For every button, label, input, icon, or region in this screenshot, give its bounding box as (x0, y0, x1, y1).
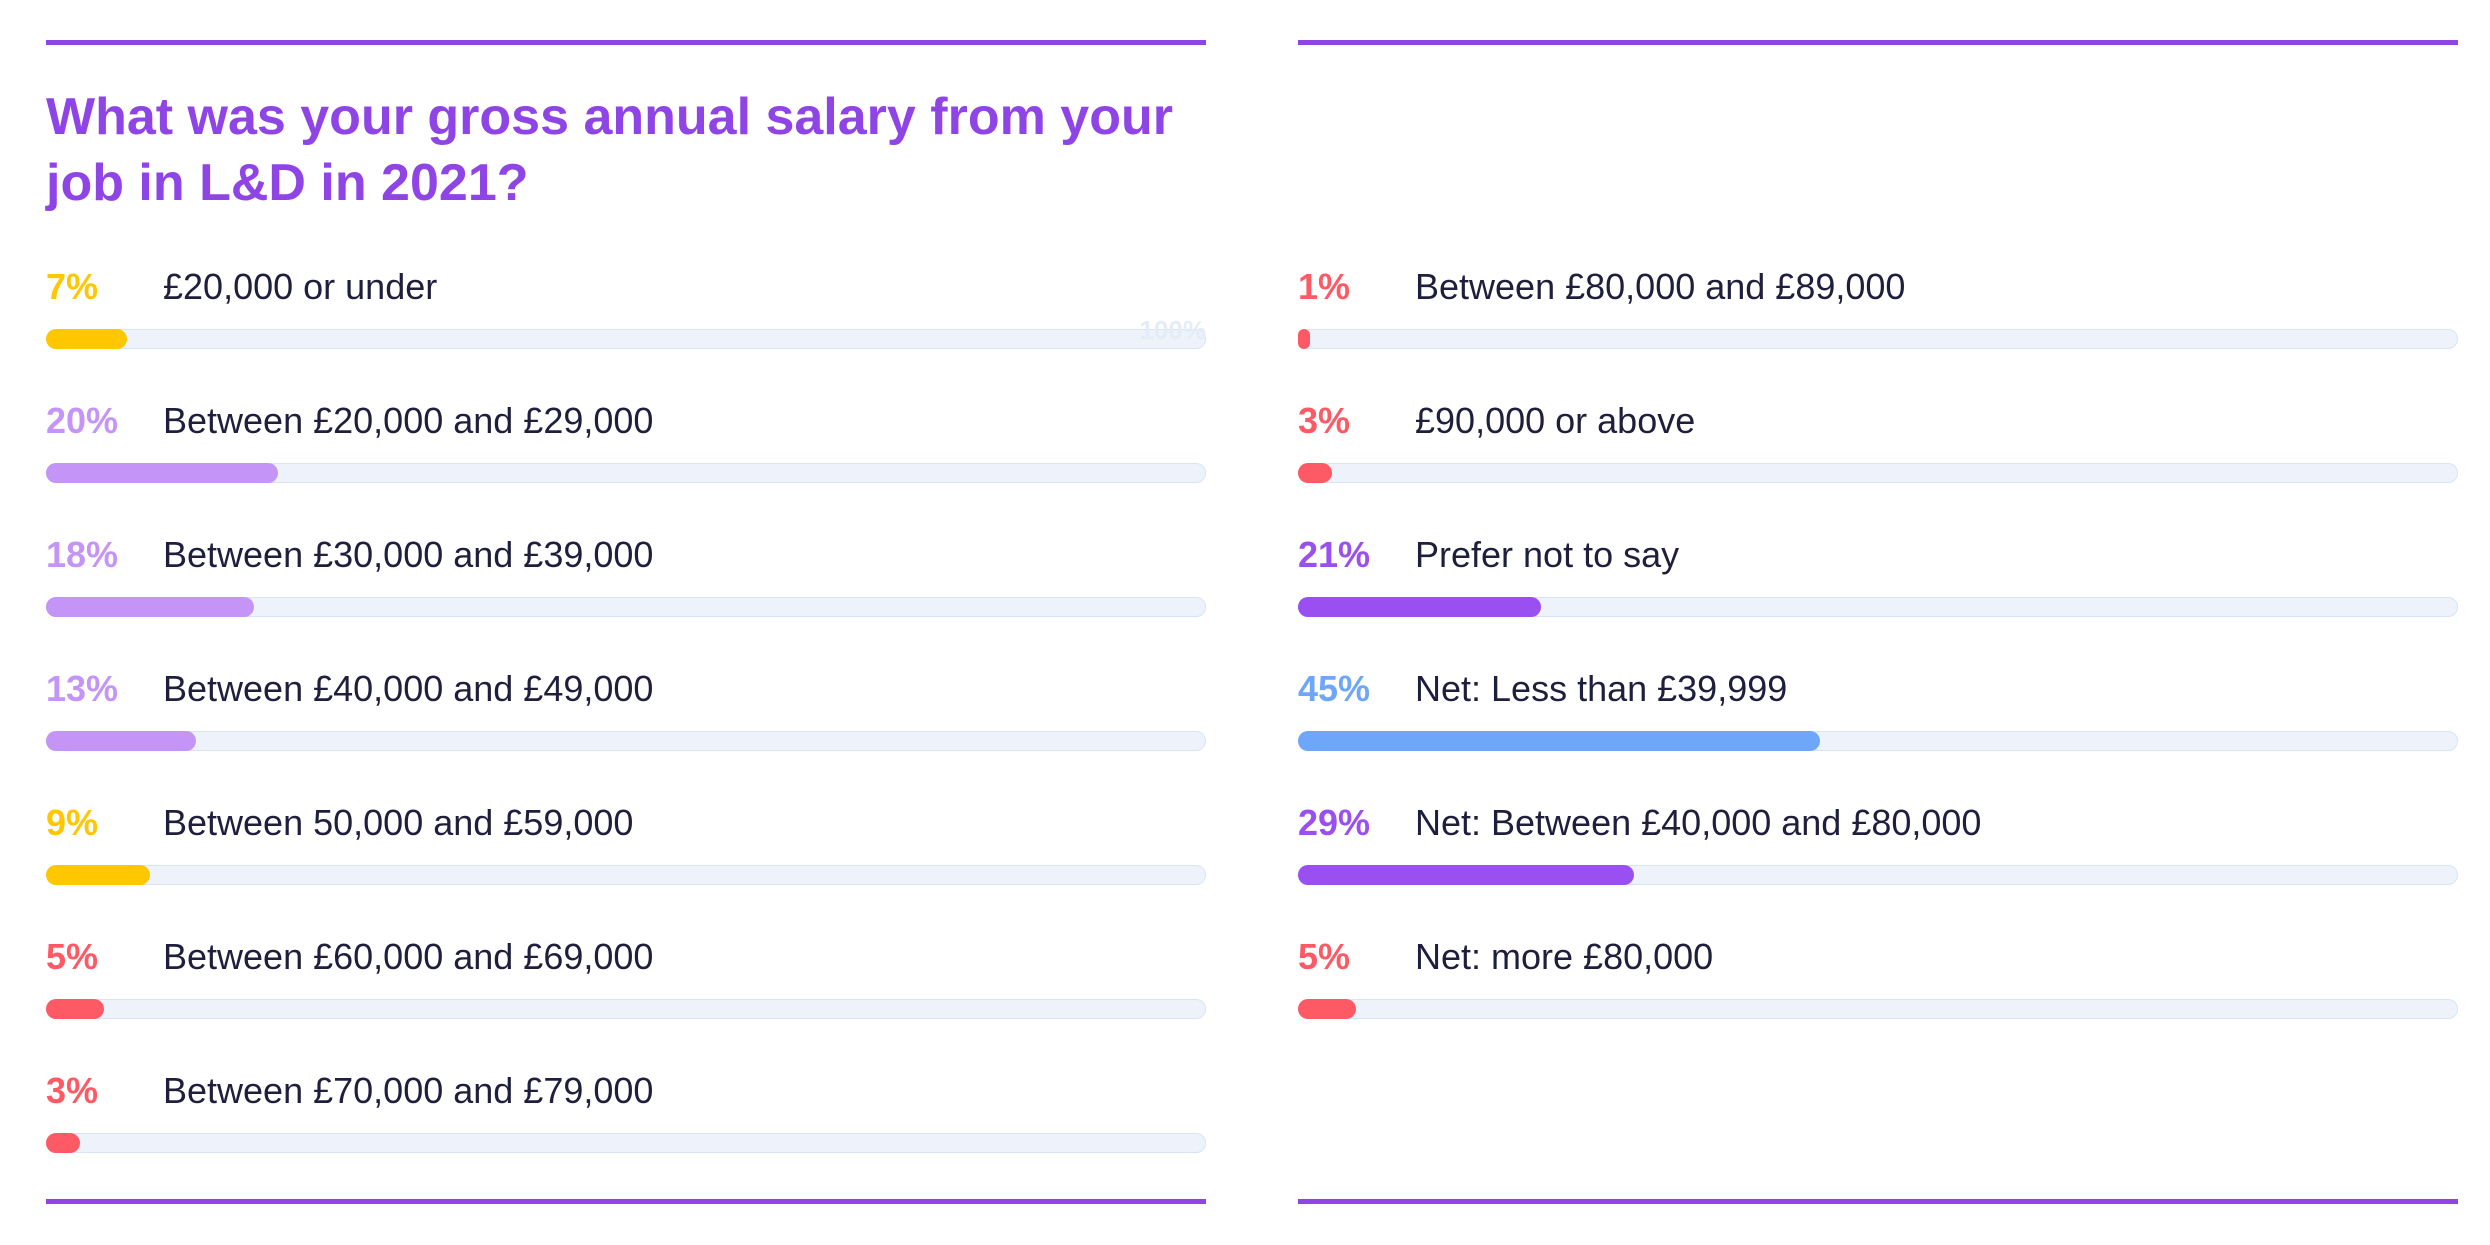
bar-category-label: Between £40,000 and £49,000 (163, 668, 654, 709)
chart-title: What was your gross annual salary from y… (46, 88, 1173, 212)
bar (1297, 864, 1634, 885)
bar (45, 864, 150, 885)
bar-row: 3% Between £70,000 and £79,000 (45, 1069, 1206, 1189)
bar-category-label: Prefer not to say (1415, 534, 1680, 575)
bar-value-label: 7% (46, 266, 99, 307)
bar (45, 328, 127, 349)
top-rule-left (46, 40, 1206, 45)
bar-row: 7% £20,000 or under 100% (45, 265, 1207, 385)
bar-value-label: 5% (46, 936, 99, 977)
bar-category-label: Between 50,000 and £59,000 (163, 802, 634, 843)
bar-track (45, 328, 1206, 349)
bar (45, 998, 104, 1019)
bar-track (45, 1132, 1206, 1153)
bar (45, 462, 278, 483)
bar-row: 5% Net: more £80,000 (1297, 935, 2458, 1055)
bar-category-label: Between £30,000 and £39,000 (163, 534, 654, 575)
bar-value-label: 29% (1298, 802, 1371, 843)
bar (45, 730, 197, 751)
bar-track (45, 864, 1206, 885)
bar-value-label: 18% (46, 534, 119, 575)
bar-row: 21% Prefer not to say (1297, 533, 2458, 653)
bar-value-label: 1% (1298, 266, 1351, 307)
bar-category-label: £20,000 or under (163, 266, 438, 307)
bar (1297, 730, 1820, 751)
bar-value-label: 45% (1298, 668, 1371, 709)
bar-value-label: 3% (46, 1070, 99, 1111)
bar-row: 5% Between £60,000 and £69,000 (45, 935, 1206, 1055)
top-rule-right (1298, 40, 2458, 45)
bar-value-label: 9% (46, 802, 99, 843)
bar-track (1297, 596, 2458, 617)
bar-row: 45% Net: Less than £39,999 (1297, 667, 2458, 787)
bar-row: 20% Between £20,000 and £29,000 (45, 399, 1206, 519)
bar-value-label: 5% (1298, 936, 1351, 977)
bar-value-label: 13% (46, 668, 119, 709)
bar (45, 596, 255, 617)
bar-category-label: Net: Less than £39,999 (1415, 668, 1788, 709)
bar (1297, 998, 1356, 1019)
bar-track (45, 462, 1206, 483)
bottom-rule-left (46, 1199, 1206, 1204)
bar-track (1297, 998, 2458, 1019)
bar-row: 1% Between £80,000 and £89,000 (1297, 265, 2458, 385)
bar-track (45, 596, 1206, 617)
bar-track (1297, 462, 2458, 483)
bar-track (1297, 730, 2458, 751)
bar-track (1297, 864, 2458, 885)
bar-row: 29% Net: Between £40,000 and £80,000 (1297, 801, 2458, 921)
bar-category-label: Between £60,000 and £69,000 (163, 936, 654, 977)
bar (45, 1132, 81, 1153)
bar-row: 3% £90,000 or above (1297, 399, 2458, 519)
bar (1297, 462, 1333, 483)
bar-value-label: 21% (1298, 534, 1371, 575)
bar-row: 9% Between 50,000 and £59,000 (45, 801, 1206, 921)
bar-row: 18% Between £30,000 and £39,000 (45, 533, 1206, 653)
bar-category-label: Net: more £80,000 (1415, 936, 1714, 977)
watermark-label: 100% (1139, 315, 1207, 345)
bar (1297, 328, 1310, 349)
bar-category-label: Between £80,000 and £89,000 (1415, 266, 1906, 307)
bar-category-label: Between £20,000 and £29,000 (163, 400, 654, 441)
bottom-rule-right (1298, 1199, 2458, 1204)
bar-track (45, 998, 1206, 1019)
bar-value-label: 3% (1298, 400, 1351, 441)
bar (1297, 596, 1542, 617)
bar-track (1297, 328, 2458, 349)
bar-value-label: 20% (46, 400, 119, 441)
bar-track (45, 730, 1206, 751)
bar-row: 13% Between £40,000 and £49,000 (45, 667, 1206, 787)
bar-category-label: £90,000 or above (1415, 400, 1696, 441)
bar-category-label: Between £70,000 and £79,000 (163, 1070, 654, 1111)
bar-category-label: Net: Between £40,000 and £80,000 (1415, 802, 1982, 843)
